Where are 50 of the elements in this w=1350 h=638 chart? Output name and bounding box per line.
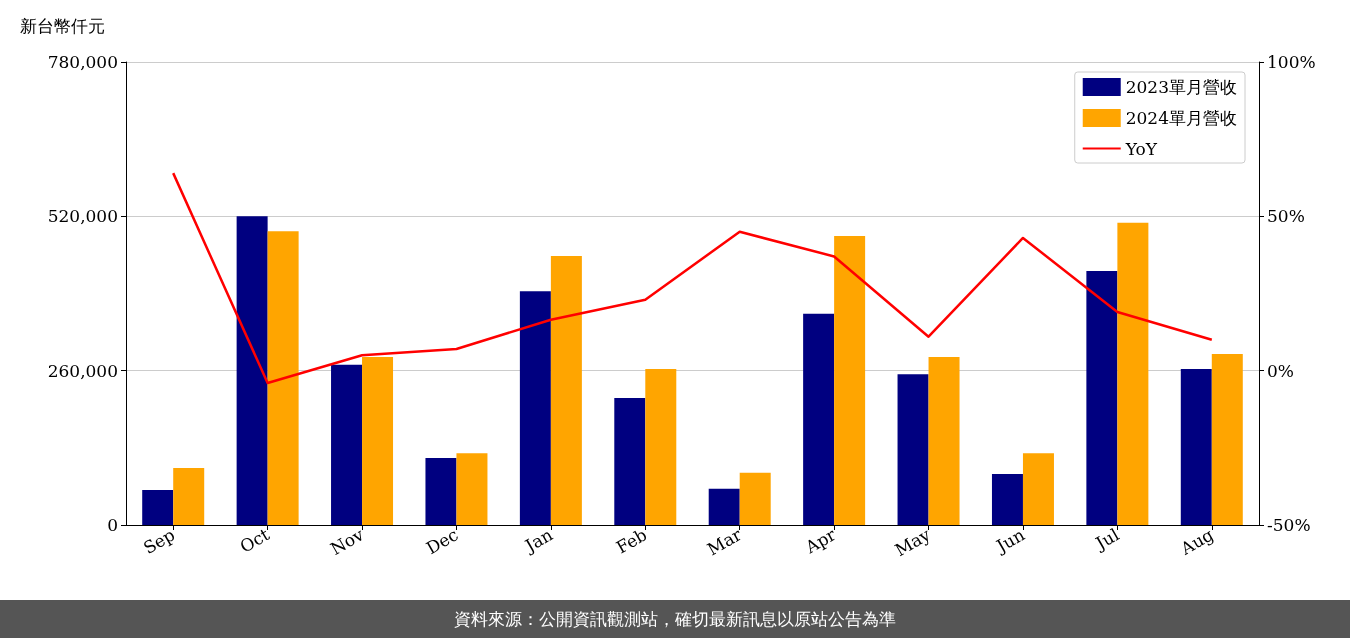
bar [614,397,646,525]
y2-tick-label: -50% [1267,515,1311,535]
bar [456,453,488,525]
x-tick-label: Feb [612,524,651,558]
y-axis-title: 新台幣仟元 [20,15,105,38]
bar [1086,270,1118,525]
legend-label: YoY [1124,138,1158,159]
y-tick-label: 0 [107,515,118,535]
y-tick-label: 260,000 [47,360,118,381]
bar [897,374,929,525]
bar [708,488,740,525]
bar [739,472,771,525]
y-tick-label: 520,000 [47,206,118,227]
bar [550,256,582,525]
x-tick-label: Nov [327,524,368,559]
x-tick-label: Jun [991,524,1029,557]
y2-tick-label: 50% [1267,206,1305,227]
x-tick-label: Dec [422,524,462,559]
bar [362,357,394,525]
bar [267,231,299,525]
bar [173,468,205,525]
x-tick-label: Oct [236,524,273,557]
source-note: 資料來源：公開資訊觀測站，確切最新訊息以原站公告為準 [0,600,1350,638]
bar [425,457,457,525]
x-tick-label: Mar [703,523,746,560]
bar [928,357,960,525]
x-tick-label: May [891,524,934,561]
legend-label: 2023單月營收 [1125,77,1237,97]
bar [1180,368,1212,525]
bar [834,235,866,525]
bar [645,368,677,525]
bar [991,473,1023,525]
bar [236,216,268,525]
bar [331,364,363,525]
legend-label: 2024單月營收 [1125,108,1237,128]
y-tick-label: 780,000 [47,52,118,72]
bar [1022,453,1054,525]
x-tick-label: Jan [520,524,556,557]
line-series [171,171,1214,385]
bar [1211,354,1243,525]
x-tick-label: Aug [1176,524,1217,560]
y2-tick-label: 100% [1267,52,1316,72]
y2-tick-label: 0% [1267,360,1294,381]
x-tick-label: Sep [140,524,179,558]
x-tick-label: Apr [801,523,840,558]
bar [142,489,174,525]
bar [519,291,551,525]
bar [1117,222,1149,525]
bar [803,313,835,525]
x-tick-label: Jul [1090,524,1123,555]
